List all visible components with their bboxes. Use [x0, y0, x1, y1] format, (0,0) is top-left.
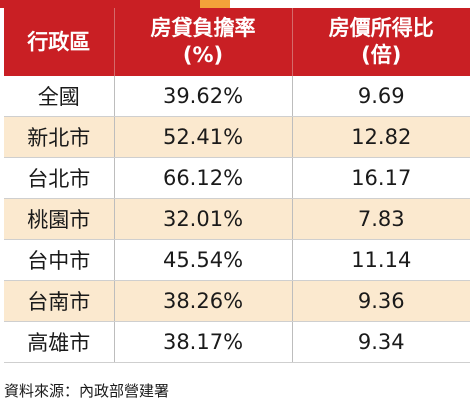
cell-region: 全國	[4, 76, 115, 117]
table-row: 新北市 52.41% 12.82	[4, 116, 470, 158]
accent-segment-orange	[200, 0, 230, 8]
cell-ratio: 7.83	[292, 198, 470, 240]
cell-ratio: 9.69	[292, 76, 470, 117]
header-burden-line2: (%)	[182, 43, 224, 67]
header-region-label: 行政區	[27, 29, 91, 54]
cell-region: 高雄市	[4, 321, 115, 363]
housing-table: 行政區 房貸負擔率 (%) 房價所得比 (倍) 全國 39.62% 9.69 新…	[4, 8, 470, 363]
cell-ratio: 11.14	[292, 239, 470, 281]
header-region: 行政區	[4, 8, 115, 76]
cell-ratio: 12.82	[292, 116, 470, 158]
cell-region: 桃園市	[4, 198, 115, 240]
header-ratio: 房價所得比 (倍)	[292, 8, 470, 76]
cell-burden: 45.54%	[114, 239, 293, 281]
table-row: 全國 39.62% 9.69	[4, 76, 470, 117]
table-row: 台中市 45.54% 11.14	[4, 239, 470, 281]
table-row: 台北市 66.12% 16.17	[4, 157, 470, 199]
cell-region: 台南市	[4, 280, 115, 322]
cell-region: 台北市	[4, 157, 115, 199]
cell-ratio: 9.34	[292, 321, 470, 363]
header-burden-line1: 房貸負擔率	[150, 16, 256, 40]
cell-ratio: 9.36	[292, 280, 470, 322]
cell-burden: 66.12%	[114, 157, 293, 199]
cell-ratio: 16.17	[292, 157, 470, 199]
header-ratio-line2: (倍)	[361, 43, 402, 67]
top-accent-bar	[0, 0, 476, 8]
header-ratio-line1: 房價所得比	[328, 16, 434, 40]
header-burden: 房貸負擔率 (%)	[114, 8, 293, 76]
cell-region: 新北市	[4, 116, 115, 158]
table-row: 台南市 38.26% 9.36	[4, 280, 470, 322]
table-row: 桃園市 32.01% 7.83	[4, 198, 470, 240]
cell-region: 台中市	[4, 239, 115, 281]
cell-burden: 32.01%	[114, 198, 293, 240]
source-note: 資料來源：內政部營建署	[4, 382, 170, 400]
header-row: 行政區 房貸負擔率 (%) 房價所得比 (倍)	[4, 8, 470, 76]
cell-burden: 39.62%	[114, 76, 293, 117]
accent-segment-red	[0, 0, 200, 8]
cell-burden: 38.26%	[114, 280, 293, 322]
cell-burden: 52.41%	[114, 116, 293, 158]
cell-burden: 38.17%	[114, 321, 293, 363]
table-row: 高雄市 38.17% 9.34	[4, 321, 470, 363]
